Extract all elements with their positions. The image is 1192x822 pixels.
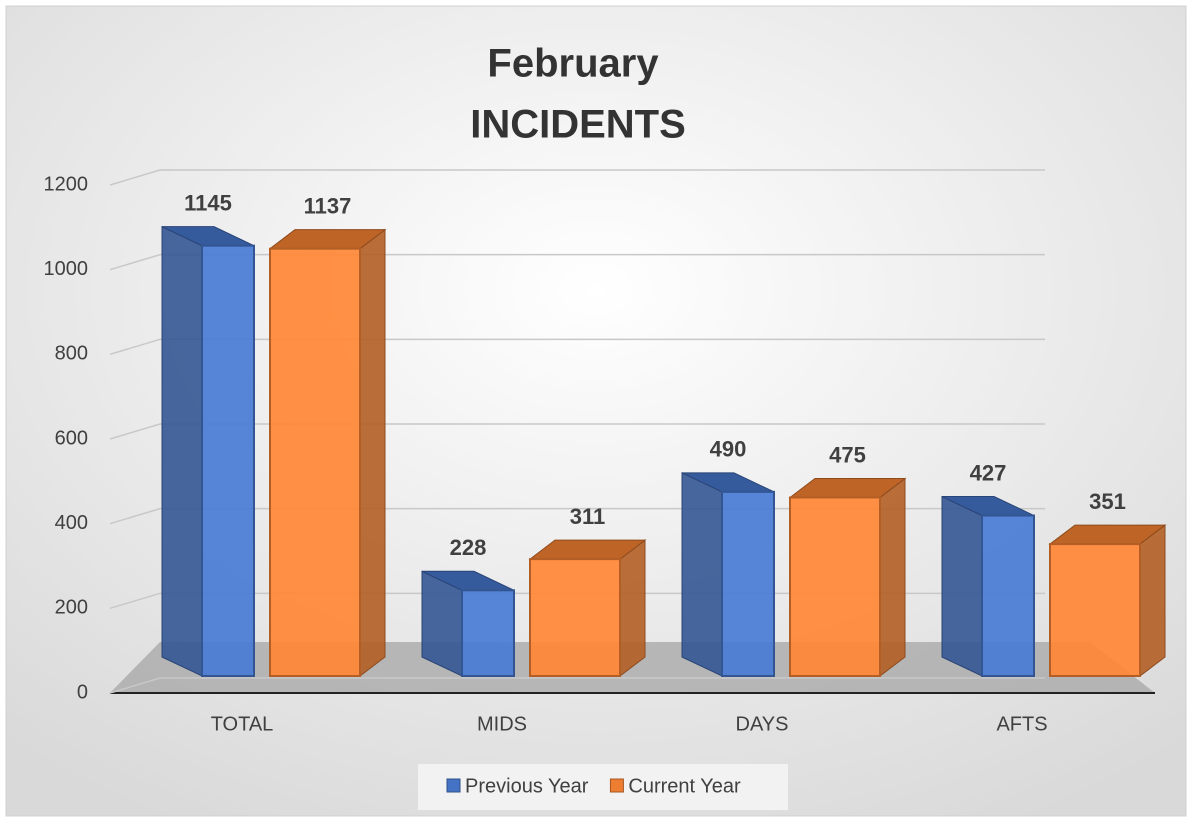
chart-title: INCIDENTS <box>470 103 686 147</box>
bar-front <box>461 589 515 677</box>
grid-line <box>109 169 1045 186</box>
y-tick-label: 1200 <box>44 173 89 195</box>
grid-line <box>109 423 1045 440</box>
legend-swatch <box>446 778 461 793</box>
bar-side <box>941 495 983 677</box>
bar-side <box>1139 524 1166 678</box>
legend <box>418 764 788 810</box>
grid-line <box>109 677 1045 694</box>
bar-front <box>981 514 1035 677</box>
bar-side <box>681 472 723 677</box>
bar <box>161 225 255 677</box>
value-label: 1137 <box>304 193 352 218</box>
grid-line <box>109 253 1045 271</box>
bar-front <box>269 247 361 678</box>
value-label: 351 <box>1089 489 1126 514</box>
x-tick-label: MIDS <box>477 713 527 735</box>
bar-side <box>619 539 646 678</box>
bar <box>421 570 515 677</box>
bar <box>788 477 907 678</box>
y-tick-label: 600 <box>55 427 88 449</box>
bar <box>681 472 775 678</box>
x-tick-label: TOTAL <box>211 713 274 735</box>
bar <box>268 228 387 678</box>
bar-side <box>879 477 906 678</box>
y-tick-label: 0 <box>77 681 88 703</box>
bar <box>1048 524 1167 678</box>
y-tick-label: 1000 <box>44 258 89 280</box>
bar <box>528 539 647 678</box>
chart-title: February <box>487 42 659 86</box>
legend-label: Current Year <box>628 775 741 797</box>
x-tick-label: AFTS <box>996 713 1047 735</box>
value-label: 228 <box>450 535 487 560</box>
value-label: 427 <box>970 460 1007 485</box>
grid-line <box>109 338 1045 356</box>
y-tick-label: 400 <box>55 512 88 534</box>
value-label: 311 <box>570 504 606 529</box>
bar-front <box>201 244 255 677</box>
value-label: 490 <box>710 437 747 462</box>
bar-front <box>1049 543 1141 678</box>
legend-label: Previous Year <box>465 775 589 797</box>
y-tick-label: 200 <box>55 597 88 619</box>
value-label: 475 <box>829 442 866 467</box>
bar-front <box>789 496 881 677</box>
bar-side <box>161 225 203 677</box>
bar-side <box>359 228 386 678</box>
bar <box>941 495 1035 677</box>
bar-front <box>529 558 621 678</box>
value-label: 1145 <box>184 190 232 215</box>
bar-front <box>721 490 775 678</box>
x-tick-label: DAYS <box>736 713 789 735</box>
y-tick-label: 800 <box>55 343 88 365</box>
legend-swatch <box>609 778 624 793</box>
